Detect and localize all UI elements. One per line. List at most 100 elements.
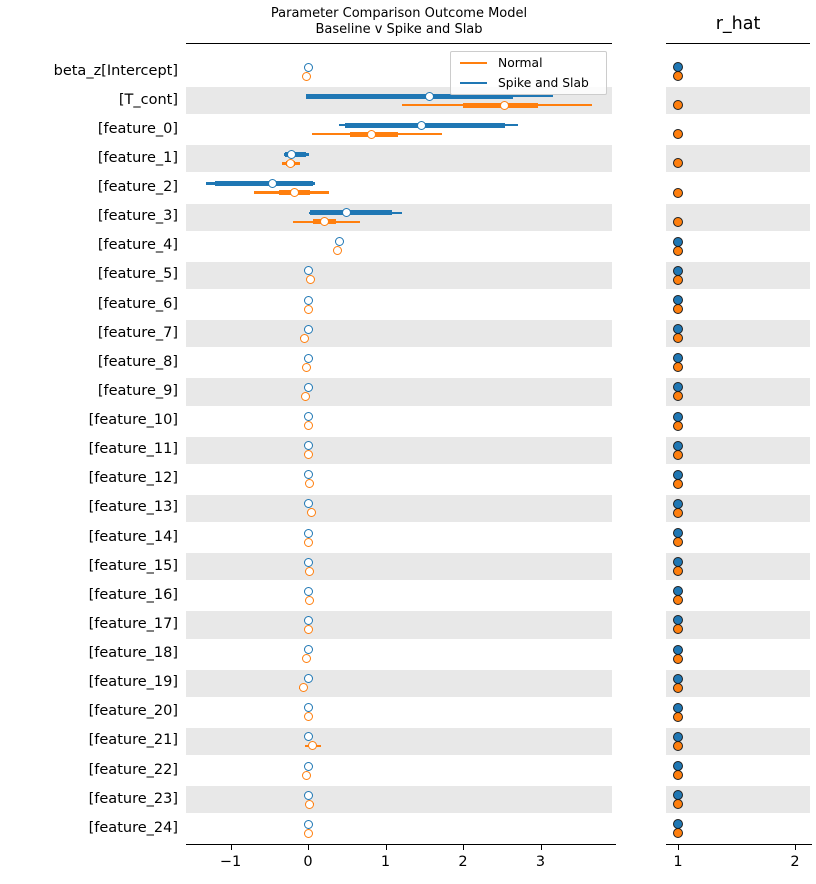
normal-rhat-dot: [673, 362, 683, 373]
normal-rhat-dot: [673, 391, 683, 402]
normal-median-marker: [301, 71, 311, 81]
rhat-x-tick: [678, 845, 680, 850]
spike-median-marker: [342, 208, 352, 218]
main-x-tick: [385, 845, 387, 850]
spike-median-marker: [303, 586, 313, 596]
normal-line-swatch-icon: [460, 61, 487, 65]
spike-median-marker: [303, 62, 313, 72]
row-shading-band: [666, 145, 810, 173]
main-x-tick: [463, 845, 465, 850]
normal-median-marker: [301, 654, 311, 664]
main-x-tick-label: 0: [303, 854, 313, 870]
y-axis-label: [feature_13]: [88, 499, 178, 516]
y-axis-label: [feature_5]: [97, 266, 178, 283]
normal-rhat-dot: [673, 799, 683, 810]
y-axis-label: [feature_7]: [97, 324, 178, 341]
row-shading-band: [666, 494, 810, 523]
main-x-tick: [230, 845, 232, 850]
normal-median-marker: [304, 537, 314, 547]
spike-median-marker: [425, 91, 435, 101]
normal-median-marker: [305, 275, 315, 285]
normal-rhat-dot: [673, 420, 683, 431]
normal-median-marker: [303, 712, 313, 722]
main-x-tick: [308, 845, 310, 850]
row-shading-band: [666, 727, 810, 756]
spike-median-marker: [303, 615, 313, 625]
spike-median-marker: [303, 470, 313, 480]
spike-and-slab-line-swatch-icon: [460, 81, 487, 85]
normal-median-marker: [305, 566, 315, 576]
normal-rhat-dot: [673, 711, 683, 722]
y-axis-label: [feature_9]: [97, 382, 178, 399]
normal-median-marker: [304, 450, 314, 460]
normal-rhat-dot: [673, 653, 683, 664]
y-axis-label: [feature_22]: [88, 761, 178, 778]
normal-rhat-dot: [673, 566, 683, 577]
legend-label-normal: Normal: [498, 56, 543, 70]
normal-median-marker: [301, 770, 311, 780]
y-axis-label: [feature_4]: [97, 237, 178, 254]
normal-median-marker: [301, 391, 311, 401]
row-shading-band: [666, 669, 810, 697]
normal-median-marker: [305, 799, 315, 809]
spike-median-marker: [304, 295, 314, 305]
normal-rhat-dot: [673, 507, 683, 518]
main-plot-title-line1: Parameter Comparison Outcome Model: [270, 6, 528, 21]
rhat-x-axis-spine: [666, 844, 812, 846]
spike-median-marker: [303, 819, 313, 829]
y-axis-label: [feature_8]: [97, 353, 178, 370]
normal-median-marker: [332, 246, 342, 256]
rhat-x-tick-label: 2: [790, 854, 800, 870]
row-shading-band: [186, 553, 612, 581]
normal-median-marker: [500, 100, 510, 110]
normal-median-marker: [367, 129, 377, 139]
main-x-tick: [540, 845, 542, 850]
y-axis-label: [feature_15]: [88, 557, 178, 574]
spike-median-marker: [303, 412, 313, 422]
y-axis-label: [feature_14]: [88, 528, 178, 545]
legend-item-normal: Normal: [460, 56, 597, 71]
spike-median-marker: [287, 149, 297, 159]
row-shading-band: [186, 203, 612, 231]
row-shading-band: [186, 669, 612, 697]
normal-median-marker: [298, 683, 308, 693]
normal-rhat-dot: [673, 158, 683, 169]
y-axis-label: [T_cont]: [118, 91, 178, 108]
main-plot-title-line2: Baseline v Spike and Slab: [315, 22, 483, 37]
normal-rhat-dot: [673, 187, 683, 198]
normal-median-marker: [319, 217, 329, 227]
normal-median-marker: [303, 421, 313, 431]
rhat-x-tick: [795, 845, 797, 850]
spike-median-marker: [303, 674, 313, 684]
spike-median-marker: [303, 499, 313, 509]
main-x-tick-label: 2: [458, 854, 468, 870]
rhat-panel: [666, 43, 810, 845]
main-x-tick-label: 1: [380, 854, 391, 870]
y-axis-label: [feature_6]: [97, 295, 178, 312]
spike-median-marker: [303, 528, 313, 538]
row-shading-band: [186, 611, 612, 639]
normal-rhat-dot: [673, 595, 683, 606]
spike-median-marker: [303, 441, 313, 451]
normal-median-marker: [301, 362, 311, 372]
normal-rhat-dot: [673, 682, 683, 693]
spike-median-marker: [417, 120, 427, 130]
row-shading-band: [186, 261, 612, 289]
normal-median-marker: [299, 333, 309, 343]
normal-median-marker: [305, 595, 315, 605]
spike-median-marker: [303, 353, 313, 363]
y-axis-label: beta_z[Intercept]: [53, 62, 178, 79]
y-axis-label: [feature_1]: [97, 149, 178, 166]
normal-rhat-dot: [673, 245, 683, 256]
row-shading-band: [666, 87, 810, 115]
spike-median-marker: [303, 703, 313, 713]
normal-median-marker: [285, 158, 295, 168]
y-axis-label: [feature_3]: [97, 208, 178, 225]
normal-rhat-dot: [673, 304, 683, 315]
row-shading-band: [186, 145, 612, 173]
y-axis-label: [feature_12]: [88, 470, 178, 487]
main-x-tick-label: 3: [535, 854, 546, 870]
spike-median-marker: [303, 645, 313, 655]
main-x-tick-label: −1: [219, 854, 242, 870]
